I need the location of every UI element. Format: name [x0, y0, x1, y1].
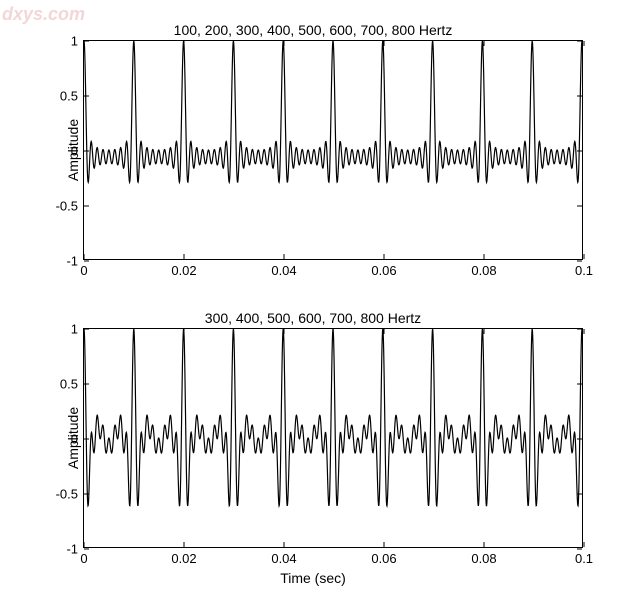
chart-1-waveform: [84, 41, 582, 259]
waveform-line: [84, 329, 582, 506]
xtick-label: 0.06: [371, 551, 396, 566]
xtick-label: 0.02: [171, 263, 196, 278]
chart-2-waveform: [84, 329, 582, 547]
xtick-label: 0: [80, 551, 87, 566]
ytick-label: 0.5: [60, 377, 78, 392]
chart-2-plot-area: 00.020.040.060.080.1-1-0.500.51: [83, 328, 583, 548]
ytick-label: -1: [66, 542, 78, 557]
xtick-label: 0.1: [575, 551, 593, 566]
ytick-label: -0.5: [56, 487, 78, 502]
waveform-line: [84, 41, 582, 182]
chart-2: 300, 400, 500, 600, 700, 800 Hertz Ampli…: [43, 310, 583, 586]
xtick-label: 0.04: [271, 551, 296, 566]
chart-1: 100, 200, 300, 400, 500, 600, 700, 800 H…: [43, 22, 583, 260]
ytick-label: 1: [71, 34, 78, 49]
page: { "watermark": "dxys.com", "layout": { "…: [0, 0, 623, 599]
ytick-label: 0: [71, 432, 78, 447]
ytick-label: 0: [71, 144, 78, 159]
ytick-label: 0.5: [60, 89, 78, 104]
ytick-label: -0.5: [56, 199, 78, 214]
chart-2-title: 300, 400, 500, 600, 700, 800 Hertz: [43, 310, 583, 326]
ytick-label: -1: [66, 254, 78, 269]
xtick-label: 0.08: [471, 263, 496, 278]
chart-2-plot-wrap: Amplitude 00.020.040.060.080.1-1-0.500.5…: [83, 328, 583, 548]
chart-2-xlabel: Time (sec): [43, 570, 583, 586]
chart-1-title: 100, 200, 300, 400, 500, 600, 700, 800 H…: [43, 22, 583, 38]
xtick-label: 0.02: [171, 551, 196, 566]
chart-1-plot-area: 00.020.040.060.080.1-1-0.500.51: [83, 40, 583, 260]
xtick-label: 0.08: [471, 551, 496, 566]
xtick-label: 0.1: [575, 263, 593, 278]
xtick-label: 0: [80, 263, 87, 278]
xtick-label: 0.06: [371, 263, 396, 278]
xtick-label: 0.04: [271, 263, 296, 278]
ytick-label: 1: [71, 322, 78, 337]
chart-1-plot-wrap: Amplitude 00.020.040.060.080.1-1-0.500.5…: [83, 40, 583, 260]
